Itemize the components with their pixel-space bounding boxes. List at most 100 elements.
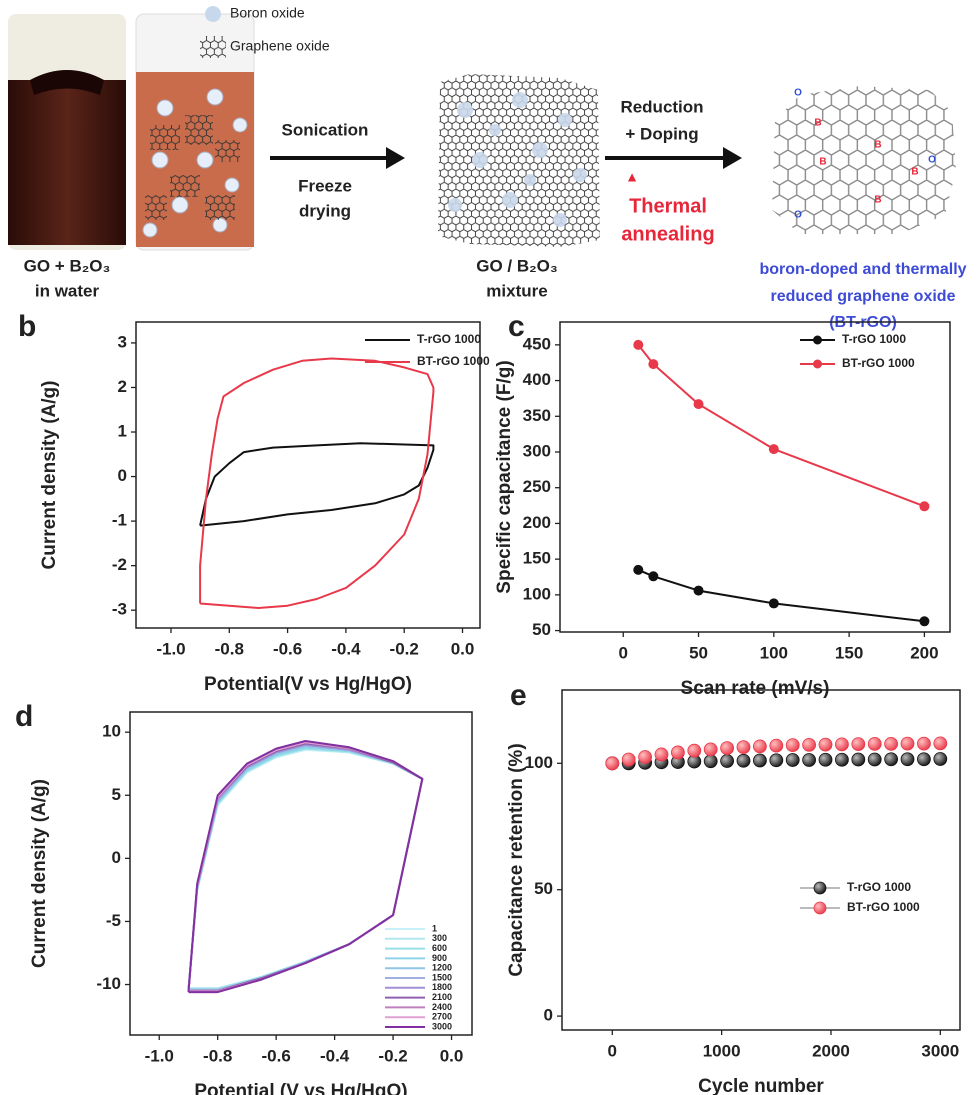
label: mixture — [486, 281, 547, 300]
x-tick-label: 1000 — [703, 1041, 741, 1060]
series-line — [187, 743, 424, 992]
x-axis-title: Potential(V vs Hg/HgO) — [204, 674, 412, 695]
plot-frame — [559, 321, 951, 633]
legend-marker — [813, 335, 822, 345]
mixture — [438, 74, 600, 247]
y-tick-label: 100 — [525, 753, 553, 772]
arrow-head — [723, 147, 742, 169]
product-label: reduced graphene oxide — [771, 288, 956, 305]
x-tick-label: 0 — [608, 1041, 617, 1060]
step-label: Sonication — [282, 120, 369, 139]
panel-label: c — [508, 310, 525, 343]
heat-symbol: ▲ — [625, 169, 639, 185]
data-point — [919, 501, 930, 512]
panel-a: a Boron oxide Graphene oxide GO + B₂O₃ i… — [8, 5, 967, 331]
graphene-flakes — [145, 115, 240, 220]
step-label: drying — [299, 201, 351, 220]
data-point — [687, 743, 702, 758]
data-point — [900, 736, 915, 751]
heat-label: Thermal — [629, 195, 707, 217]
panel-label: d — [15, 700, 33, 733]
data-point — [671, 745, 685, 760]
x-tick-label: -1.0 — [156, 639, 185, 658]
legend-label: Graphene oxide — [230, 38, 330, 54]
data-point — [900, 752, 915, 767]
series-line — [199, 442, 435, 527]
meniscus — [30, 70, 104, 95]
y-tick-label: 0 — [544, 1006, 553, 1025]
data-point — [835, 752, 849, 767]
x-tick-label: -1.0 — [145, 1046, 174, 1065]
x-tick-label: 50 — [689, 643, 708, 662]
data-point — [884, 736, 899, 751]
x-tick-label: -0.4 — [331, 639, 361, 658]
atom: B — [819, 157, 826, 168]
atom: B — [911, 167, 918, 178]
panel-label: e — [510, 679, 527, 712]
data-point — [867, 752, 882, 767]
data-point — [851, 737, 866, 751]
x-tick-label: -0.4 — [320, 1046, 350, 1065]
data-point — [785, 753, 800, 767]
atom: O — [794, 210, 802, 221]
x-tick-label: 2000 — [812, 1041, 850, 1060]
y-tick-label: 300 — [523, 441, 551, 460]
data-point — [693, 585, 704, 596]
y-tick-label: -10 — [96, 974, 121, 993]
data-point — [703, 754, 718, 769]
y-tick-label: 10 — [102, 722, 121, 741]
legend-label: BT-rGO 1000 — [847, 900, 920, 914]
data-point — [917, 752, 931, 767]
data-point — [648, 359, 659, 370]
legend-label: BT-rGO 1000 — [842, 356, 915, 370]
x-tick-label: -0.2 — [378, 1046, 407, 1065]
legend-label: 3000 — [432, 1021, 452, 1031]
series-line — [637, 568, 925, 623]
data-point — [769, 738, 784, 753]
legend-label: 2400 — [432, 1002, 452, 1012]
atom: B — [874, 140, 881, 151]
y-tick-label: 100 — [523, 584, 551, 603]
atom: B — [814, 118, 821, 129]
x-tick-label: 150 — [835, 643, 863, 662]
step-label: + Doping — [625, 124, 698, 143]
label: GO + B₂O₃ — [24, 256, 111, 275]
series-line — [187, 742, 424, 992]
plot-frame — [129, 711, 473, 1036]
y-tick-label: 0 — [112, 848, 121, 867]
y-tick-label: 5 — [112, 785, 121, 804]
vial-liquid — [8, 80, 126, 245]
data-point — [919, 616, 930, 627]
series-line — [187, 746, 424, 991]
data-point — [633, 564, 644, 575]
data-point — [933, 752, 948, 766]
legend-label: 2100 — [432, 992, 452, 1002]
x-tick-label: -0.8 — [215, 639, 244, 658]
legend-icon — [205, 6, 221, 22]
legend-label: 900 — [432, 953, 447, 963]
plot-frame — [561, 689, 961, 1031]
series-line — [187, 747, 424, 990]
y-tick-label: 3 — [118, 332, 127, 351]
data-point — [768, 444, 779, 455]
y-tick-label: -5 — [106, 911, 121, 930]
x-tick-label: 0.0 — [451, 639, 475, 658]
legend-label: 1 — [432, 923, 437, 933]
y-tick-label: 50 — [532, 620, 551, 639]
data-point — [818, 737, 833, 752]
y-tick-label: 1 — [118, 422, 127, 441]
legend-marker — [813, 901, 827, 915]
legend-label: BT-rGO 1000 — [417, 354, 490, 368]
y-tick-label: 250 — [523, 477, 551, 496]
heat-label: annealing — [621, 223, 714, 245]
legend-label: 300 — [432, 933, 447, 943]
data-point — [818, 752, 833, 767]
series-line — [187, 743, 424, 992]
legend-marker — [813, 881, 827, 895]
data-point — [785, 738, 800, 753]
x-tick-label: -0.2 — [390, 639, 419, 658]
data-point — [633, 339, 644, 350]
data-point — [917, 736, 931, 751]
y-tick-label: 0 — [118, 466, 127, 485]
y-tick-label: 50 — [534, 879, 553, 898]
